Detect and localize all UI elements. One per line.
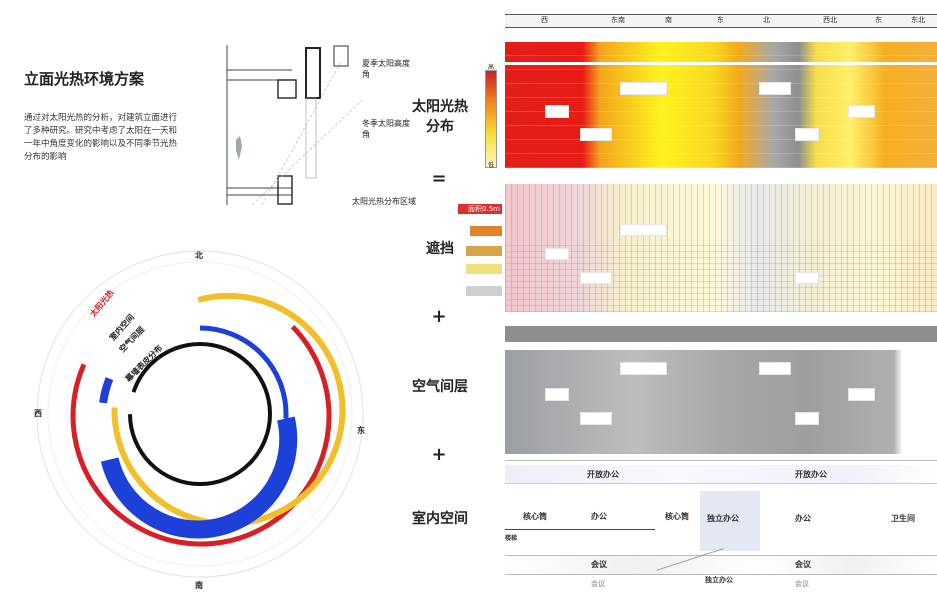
compass-north: 北 [195, 251, 203, 260]
op-equals: = [431, 168, 447, 189]
header-6: 东 [875, 16, 882, 24]
air-window [545, 388, 569, 401]
air-layer-strip [505, 326, 937, 342]
shade-legend-0: 面积0.5m [458, 204, 502, 214]
shading-window [795, 272, 819, 284]
header-2: 南 [665, 16, 672, 24]
shade-legend-2 [466, 246, 502, 256]
plan-mid-5: 卫生间 [891, 514, 915, 523]
ring-blue-bottom [100, 416, 298, 539]
page-title: 立面光热环境方案 [24, 70, 145, 88]
label-shading: 遮挡 [426, 241, 454, 257]
air-window [848, 388, 875, 401]
solar-window [795, 128, 819, 141]
orientation-header: 西 东南 南 东 北 西北 东 东北 [505, 14, 937, 28]
shade-legend-4 [466, 286, 502, 296]
plan-bottom-3: 会议 [591, 580, 605, 588]
op-plus-2: + [431, 444, 447, 465]
shade-legend-1 [470, 226, 502, 236]
ring-diagram [36, 250, 364, 578]
shading-window [620, 224, 667, 236]
compass-west: 西 [34, 409, 42, 418]
header-7: 东北 [911, 16, 925, 24]
solar-window [545, 105, 569, 118]
header-3: 东 [717, 16, 724, 24]
air-window [795, 412, 819, 425]
header-4: 北 [763, 16, 770, 24]
section-diagram [226, 45, 363, 206]
solar-window [620, 82, 667, 95]
plan-mid-4: 办公 [795, 514, 811, 523]
air-layer [505, 350, 937, 454]
heat-legend-bar [485, 70, 497, 168]
plan-mid-1: 办公 [591, 512, 607, 521]
compass-south: 南 [195, 581, 203, 590]
winter-angle-label: 冬季太阳高度角 [362, 119, 410, 139]
ground-label: 太阳光热分布区域 [352, 197, 416, 206]
plan-top-0: 开放办公 [587, 470, 619, 479]
plan-small-0: 楼梯 [505, 535, 518, 542]
plan-bottom-1: 会议 [795, 560, 811, 569]
ring-red [70, 324, 332, 547]
shade-legend-3 [466, 264, 502, 274]
label-solar: 太阳光热 分布 [412, 99, 468, 135]
plan-bottom-0: 会议 [591, 560, 607, 569]
header-0: 西 [541, 16, 548, 24]
plan-mid-3: 独立办公 [707, 514, 739, 523]
outer-guide-ring [36, 250, 364, 578]
solar-window [580, 128, 612, 141]
heat-legend-low: 低 [488, 162, 495, 169]
heatmap-divider [505, 62, 937, 65]
summer-angle-label: 夏季太阳高度角 [362, 59, 410, 79]
compass-east: 东 [357, 426, 365, 435]
plan-bottom-4: 会议 [795, 580, 809, 588]
ring-yellow [111, 292, 346, 527]
air-window [759, 362, 791, 375]
header-1: 东南 [611, 16, 625, 24]
outer-guide-ring-2 [47, 261, 353, 567]
plan-bottom-2: 独立办公 [705, 576, 733, 584]
solar-heatmap [505, 42, 937, 168]
op-plus-1: + [431, 306, 447, 327]
ring-black [128, 342, 272, 486]
plan-mid-0: 核心筒 [523, 512, 547, 521]
shading-panel [505, 184, 937, 312]
intro-text: 通过对太阳光热的分析，对建筑立面进行了多种研究。研究中考虑了太阳在一天和一年中角… [24, 113, 178, 162]
solar-window [759, 82, 791, 95]
floor-plan: 开放办公 开放办公 核心筒 办公 核心筒 独立办公 办公 卫生间 楼梯 会议 会… [505, 460, 937, 591]
ring-blue-tail [99, 377, 114, 404]
plan-top-1: 开放办公 [795, 470, 827, 479]
shading-window [580, 272, 612, 284]
air-window [580, 412, 612, 425]
label-indoor: 室内空间 [412, 511, 468, 527]
solar-window [848, 105, 875, 118]
header-5: 西北 [823, 16, 837, 24]
ring-blue-top [199, 325, 289, 419]
air-window [620, 362, 667, 375]
heat-legend-high: 高 [488, 64, 495, 71]
label-air: 空气间层 [412, 379, 468, 395]
plan-mid-2: 核心筒 [665, 512, 689, 521]
shading-window [545, 248, 569, 260]
